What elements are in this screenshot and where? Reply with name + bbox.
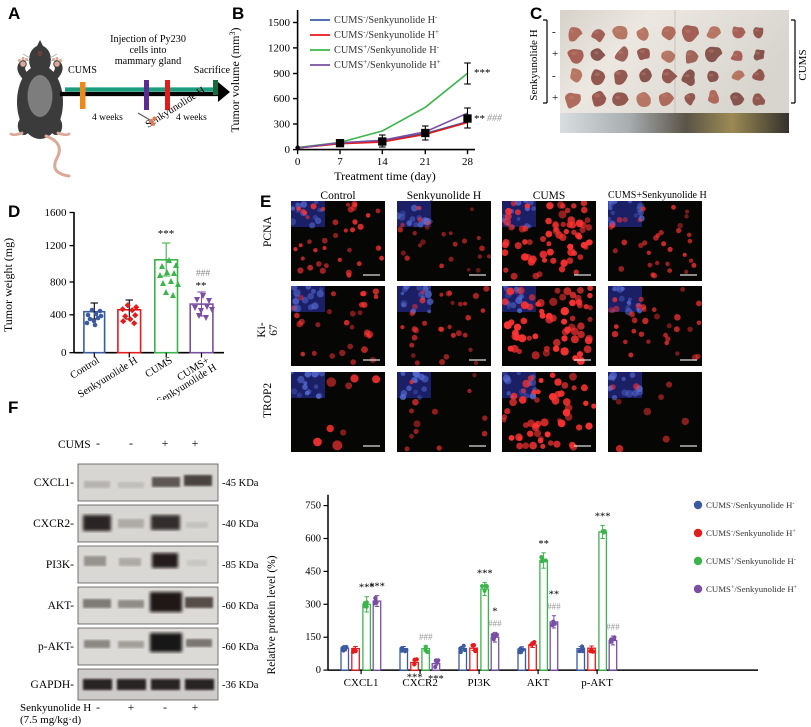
- svg-text:Tumor weight (mg): Tumor weight (mg): [1, 238, 15, 332]
- svg-text:(7.5 mg/kg·d): (7.5 mg/kg·d): [20, 714, 81, 726]
- svg-text:CUMS: CUMS: [68, 65, 97, 76]
- svg-text:800: 800: [50, 277, 67, 289]
- svg-text:-: -: [96, 702, 100, 714]
- svg-text:150: 150: [305, 632, 321, 643]
- svg-text:***: ***: [474, 67, 491, 79]
- svg-text:CUMS-/Senkyunolide H+: CUMS-/Senkyunolide H+: [706, 528, 796, 538]
- svg-text:-: -: [129, 436, 133, 450]
- svg-text:+: +: [128, 702, 135, 714]
- svg-text:-: -: [552, 70, 556, 82]
- svg-text:***: ***: [369, 582, 385, 593]
- svg-text:CUMS-/Senkyunolide H-: CUMS-/Senkyunolide H-: [706, 500, 794, 510]
- svg-text:###: ###: [419, 632, 433, 642]
- svg-text:***: ***: [595, 511, 611, 522]
- svg-text:4 weeks: 4 weeks: [176, 113, 207, 123]
- svg-text:***: ***: [407, 673, 423, 684]
- svg-text:Injection of Py230: Injection of Py230: [110, 34, 186, 45]
- svg-text:+: +: [192, 702, 199, 714]
- svg-text:**: **: [549, 590, 560, 601]
- svg-text:1600: 1600: [45, 207, 68, 219]
- svg-text:Senkyunolide H: Senkyunolide H: [528, 29, 540, 100]
- svg-text:###: ###: [547, 602, 561, 612]
- svg-text:###: ###: [196, 269, 211, 279]
- svg-text:300: 300: [274, 119, 291, 131]
- svg-text:-85 KDa: -85 KDa: [222, 560, 259, 571]
- svg-text:CUMS-/Senkyunolide H+: CUMS-/Senkyunolide H+: [334, 28, 439, 41]
- svg-text:p-AKT: p-AKT: [581, 677, 613, 689]
- svg-text:600: 600: [274, 93, 291, 105]
- svg-text:1200: 1200: [268, 43, 291, 55]
- svg-text:-: -: [552, 26, 556, 38]
- svg-text:-36 KDa: -36 KDa: [222, 680, 259, 691]
- svg-text:###: ###: [487, 113, 503, 124]
- svg-text:+: +: [552, 92, 558, 104]
- svg-text:-40 KDa: -40 KDa: [222, 519, 259, 530]
- svg-text:GAPDH-: GAPDH-: [31, 679, 75, 691]
- svg-text:p-AKT-: p-AKT-: [38, 641, 74, 653]
- svg-text:CUMS+/Senkyunolide H-: CUMS+/Senkyunolide H-: [706, 556, 796, 566]
- svg-text:AKT: AKT: [527, 677, 550, 689]
- svg-text:4 weeks: 4 weeks: [92, 113, 123, 123]
- svg-text:CUMS: CUMS: [144, 355, 175, 380]
- svg-text:cells into: cells into: [129, 45, 166, 56]
- svg-text:900: 900: [274, 68, 291, 80]
- svg-text:1200: 1200: [45, 240, 68, 252]
- svg-text:PI3K: PI3K: [467, 677, 490, 689]
- svg-text:-45 KDa: -45 KDa: [222, 478, 259, 489]
- svg-text:+: +: [192, 436, 199, 450]
- svg-text:***: ***: [158, 228, 175, 240]
- svg-text:CXCL1-: CXCL1-: [34, 477, 74, 489]
- svg-text:###: ###: [488, 618, 502, 628]
- svg-text:**: **: [538, 539, 549, 550]
- svg-text:***: ***: [477, 568, 493, 579]
- svg-text:Senkyunolide H: Senkyunolide H: [20, 702, 91, 714]
- svg-text:1500: 1500: [268, 17, 291, 29]
- svg-text:7: 7: [337, 156, 343, 168]
- svg-text:750: 750: [305, 501, 321, 512]
- svg-text:0: 0: [295, 156, 301, 168]
- svg-text:CXCL1: CXCL1: [344, 677, 379, 689]
- svg-text:PI3K-: PI3K-: [46, 559, 74, 571]
- svg-text:CUMS: CUMS: [797, 49, 809, 80]
- svg-text:600: 600: [305, 534, 321, 545]
- svg-text:28: 28: [462, 156, 474, 168]
- svg-text:+: +: [552, 48, 558, 60]
- svg-text:-60 KDa: -60 KDa: [222, 642, 259, 653]
- svg-text:CXCR2-: CXCR2-: [33, 518, 74, 530]
- svg-text:-: -: [96, 436, 100, 450]
- svg-text:CUMS+/Senkyunolide H+: CUMS+/Senkyunolide H+: [334, 58, 441, 71]
- svg-text:**: **: [196, 280, 207, 292]
- svg-text:+: +: [162, 436, 169, 450]
- svg-text:450: 450: [305, 566, 321, 577]
- svg-text:###: ###: [606, 622, 620, 632]
- svg-text:300: 300: [305, 599, 321, 610]
- svg-text:400: 400: [50, 309, 67, 321]
- svg-text:0: 0: [316, 665, 321, 676]
- svg-text:-60 KDa: -60 KDa: [222, 601, 259, 612]
- svg-text:CUMS+/Senkyunolide H+: CUMS+/Senkyunolide H+: [706, 584, 798, 594]
- svg-text:CUMS-/Senkyunolide H-: CUMS-/Senkyunolide H-: [334, 13, 438, 26]
- svg-text:***: ***: [428, 674, 444, 685]
- svg-text:Relative protein level (%): Relative protein level (%): [266, 555, 278, 674]
- svg-text:AKT-: AKT-: [48, 600, 75, 612]
- svg-text:21: 21: [420, 156, 431, 168]
- svg-text:14: 14: [377, 156, 389, 168]
- svg-text:*: *: [492, 606, 497, 617]
- svg-text:CUMS: CUMS: [58, 439, 91, 451]
- svg-text:-: -: [163, 702, 167, 714]
- svg-text:mammary gland: mammary gland: [115, 56, 181, 67]
- svg-text:**: **: [474, 113, 485, 125]
- svg-text:0: 0: [285, 144, 291, 156]
- svg-text:CUMS+/Senkyunolide H-: CUMS+/Senkyunolide H-: [334, 43, 440, 56]
- svg-text:Tumor volume (mm3): Tumor volume (mm3): [228, 28, 243, 133]
- svg-text:Treatment time (day): Treatment time (day): [334, 169, 436, 183]
- svg-text:0: 0: [61, 347, 67, 359]
